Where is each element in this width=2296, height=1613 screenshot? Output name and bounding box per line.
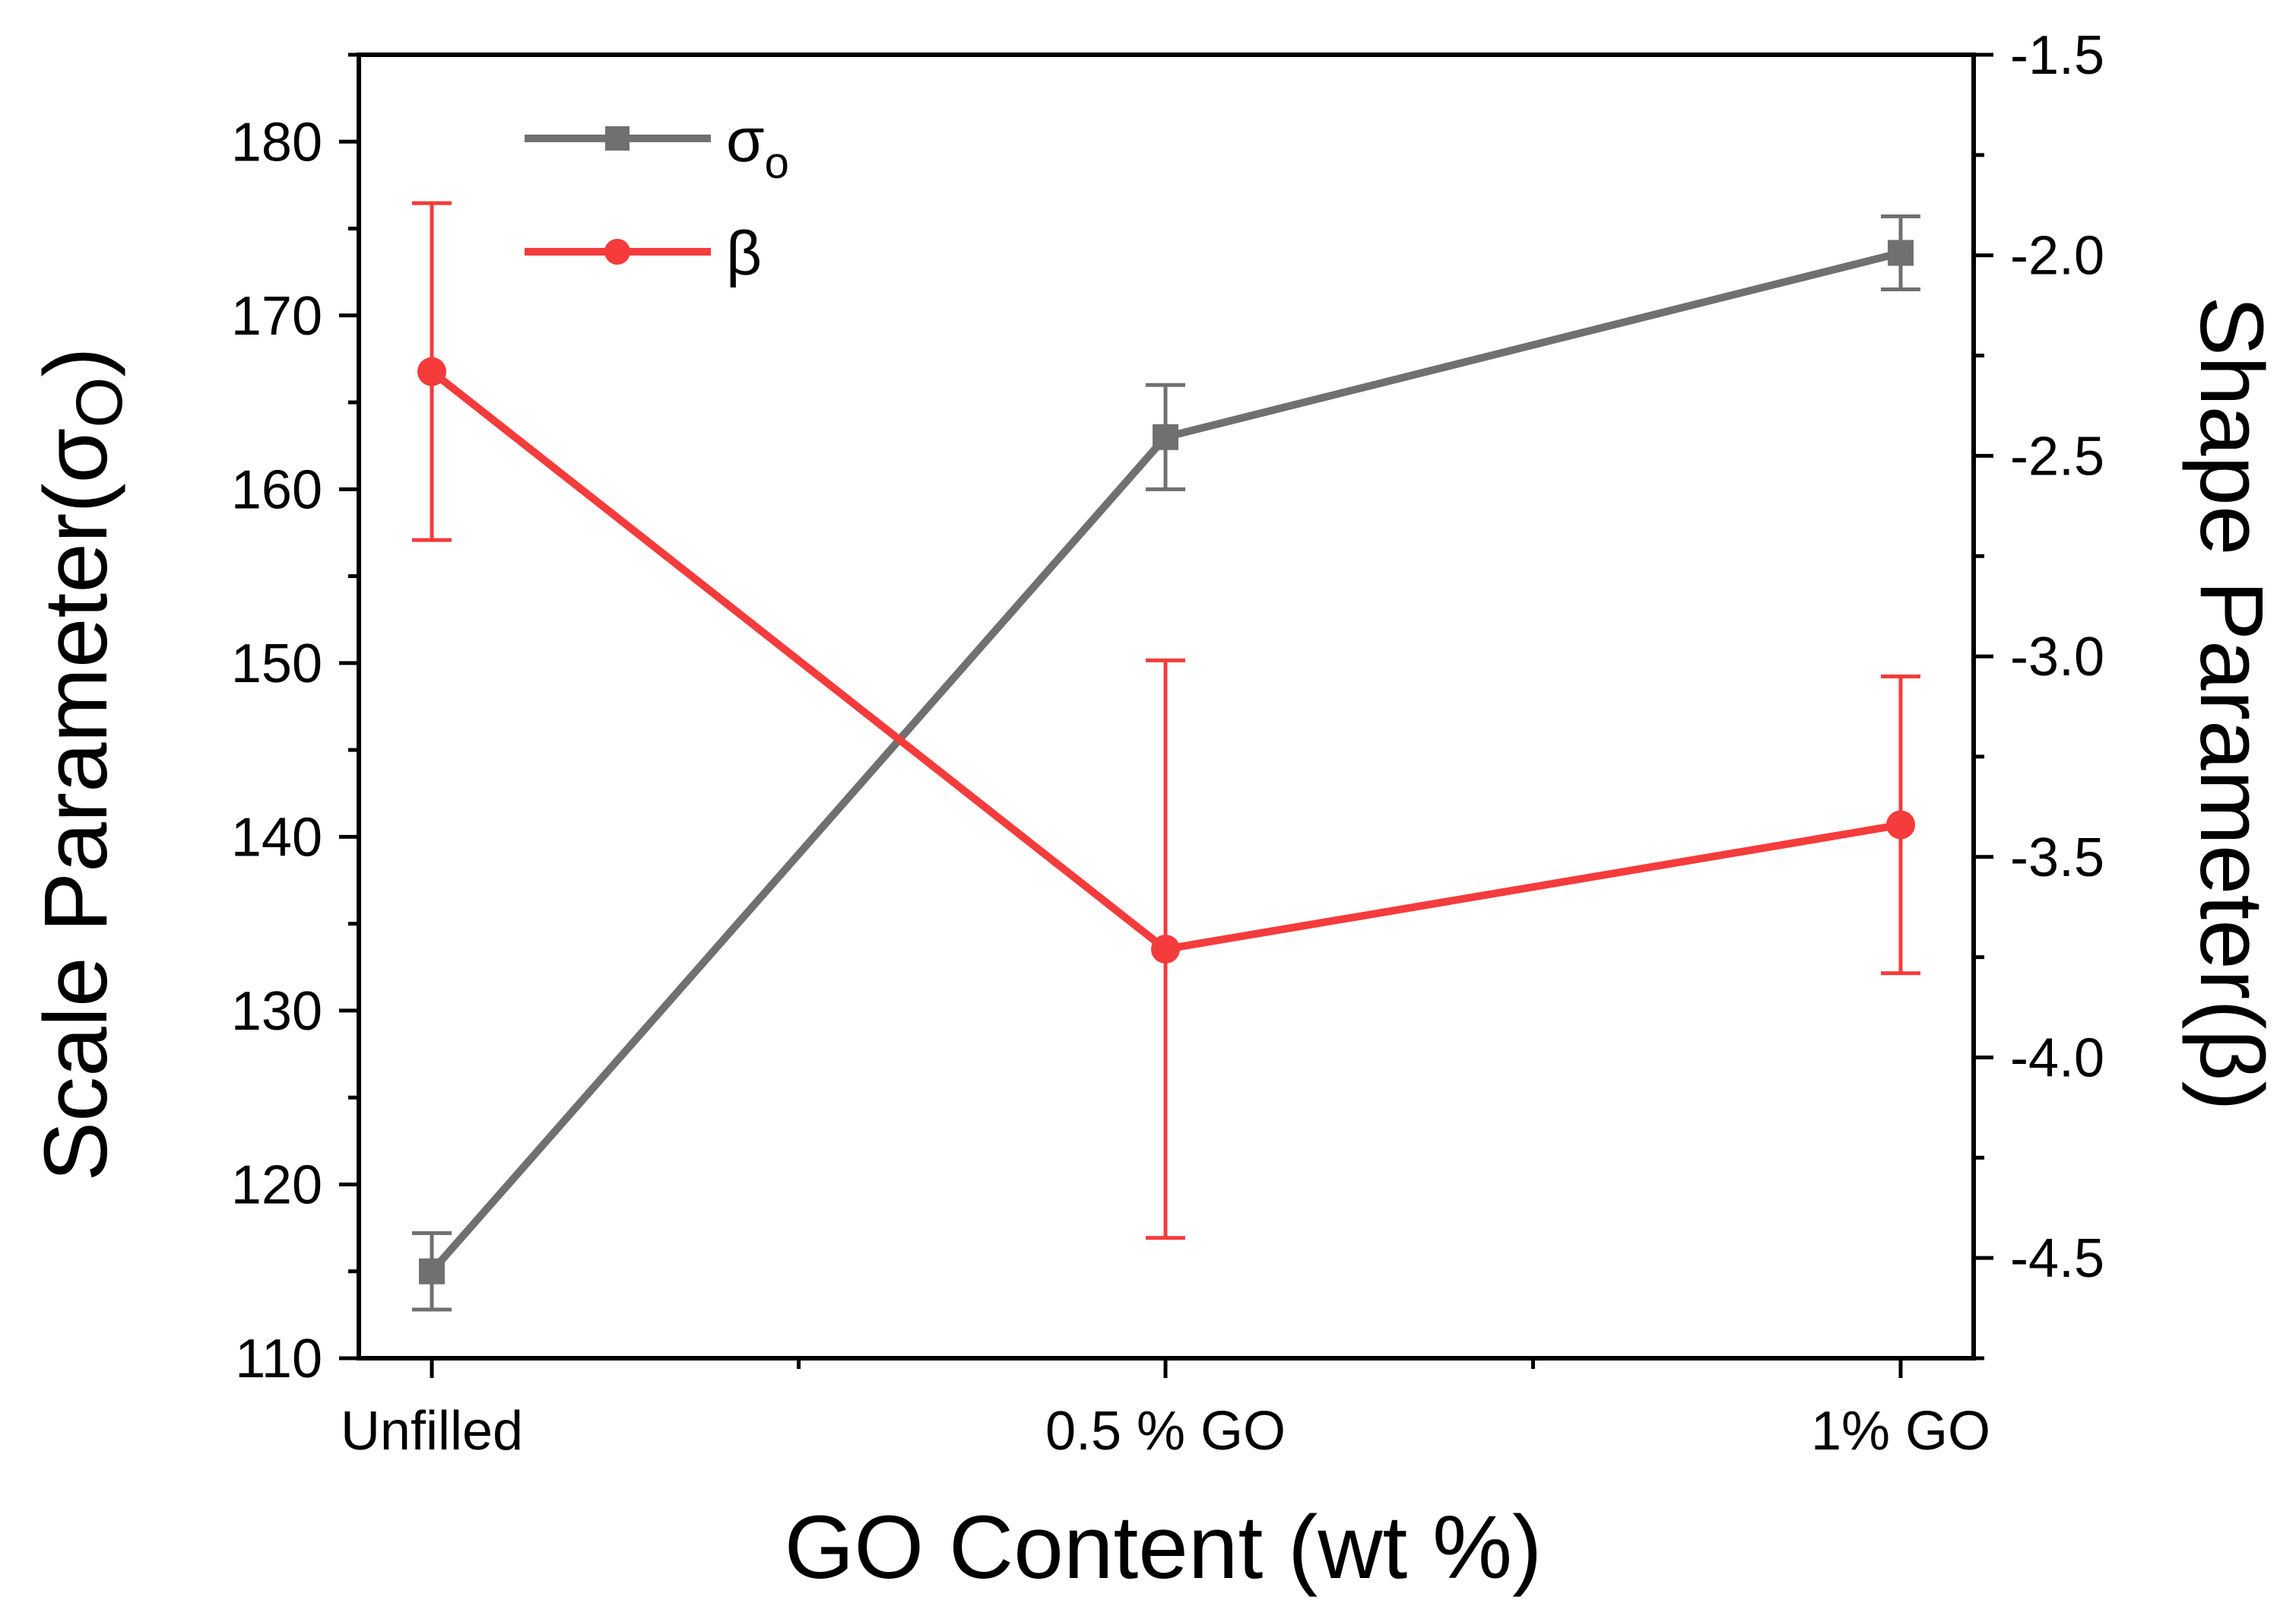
y-tick-label: 130	[231, 981, 322, 1042]
y-tick-label: 180	[231, 112, 322, 173]
y2-tick-label: -4.5	[2010, 1228, 2104, 1289]
y2-tick-label: -2.5	[2010, 426, 2104, 487]
x-axis-title: GO Content (wt %)	[785, 1497, 1543, 1598]
y-tick-label: 120	[231, 1154, 322, 1215]
y-axis-title-main: Scale Parameter(σ	[26, 428, 126, 1182]
y2-axis-title: Shape Parameter(β)	[2181, 296, 2282, 1110]
data-point	[1153, 424, 1178, 450]
data-point	[1886, 810, 1915, 840]
y-tick-label: 110	[235, 1329, 322, 1389]
y2-tick-label: -3.5	[2010, 827, 2104, 888]
axis-ticks	[339, 52, 1993, 1378]
legend-label-beta: β	[726, 219, 762, 288]
legend-marker-sigma	[605, 126, 629, 151]
y-tick-label: 170	[231, 286, 322, 347]
y-tick-label: 160	[231, 459, 322, 520]
legend-marker-beta	[604, 239, 630, 265]
tick-labels: 110 120 130 140 150 160 170 180 -4.5 -4.0 -3.5 -3.0…	[231, 25, 2104, 1462]
data-point	[419, 1258, 445, 1284]
series-sigma	[412, 214, 1920, 1312]
y-axis-title: Scale Parameter(σO)	[26, 347, 136, 1181]
x-tick-label: 0.5 % GO	[1045, 1401, 1286, 1462]
y2-tick-label: -1.5	[2010, 25, 2104, 86]
y-tick-label: 140	[231, 807, 322, 868]
data-point	[1151, 935, 1180, 964]
data-point	[417, 357, 446, 386]
y2-tick-label: -4.0	[2010, 1027, 2104, 1088]
y-axis-title-subscript: O	[63, 377, 136, 428]
data-point	[1888, 240, 1914, 266]
legend-label-sigma: σo	[726, 106, 789, 188]
x-tick-label: 1% GO	[1811, 1401, 1990, 1462]
y-axis-title-close: )	[26, 347, 126, 376]
y2-tick-label: -2.0	[2010, 226, 2104, 287]
series-layer	[412, 201, 1920, 1312]
y2-tick-label: -3.0	[2010, 627, 2104, 687]
x-tick-label: Unfilled	[341, 1401, 523, 1462]
series-beta	[412, 201, 1920, 1240]
y-tick-label: 150	[231, 633, 322, 694]
legend: σo β	[525, 106, 789, 288]
